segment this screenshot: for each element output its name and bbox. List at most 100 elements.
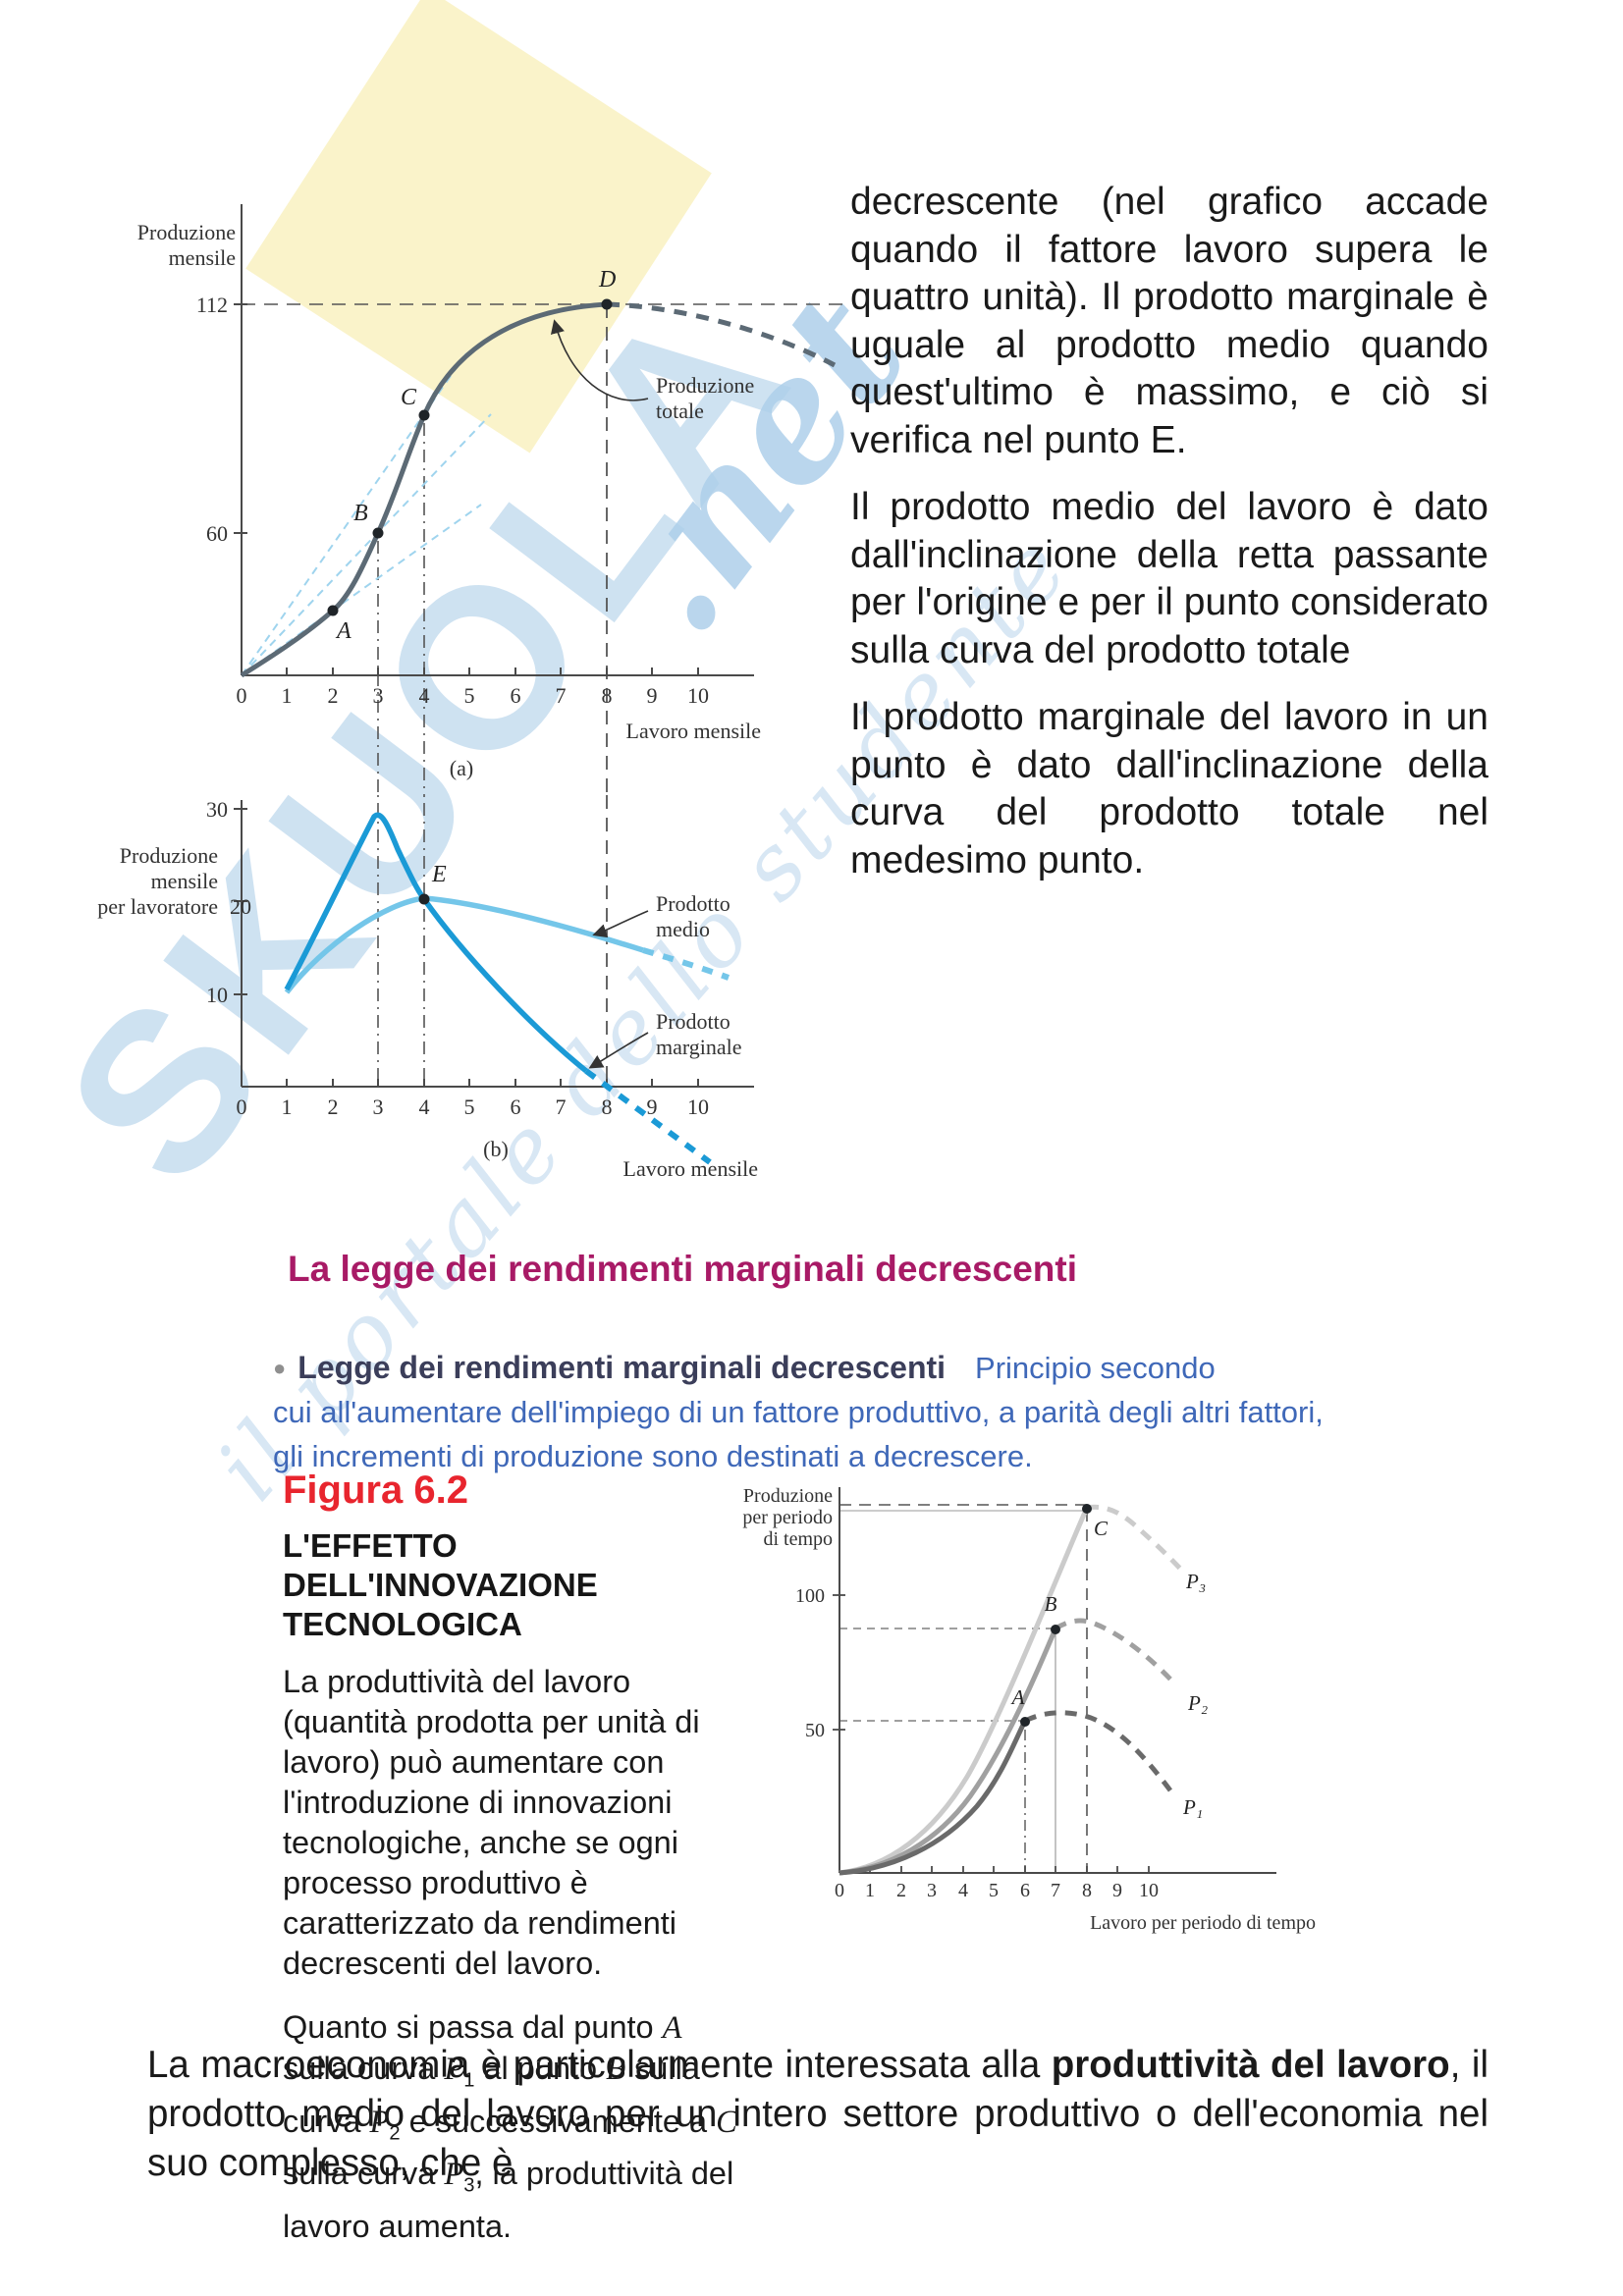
total-product-label-2: totale <box>656 399 704 423</box>
svg-text:4: 4 <box>419 683 430 708</box>
svg-text:8: 8 <box>1082 1880 1092 1901</box>
average-product-label-2: medio <box>656 917 710 941</box>
svg-text:1: 1 <box>282 683 293 708</box>
law-definition: ● Legge dei rendimenti marginali decresce… <box>273 1346 1333 1478</box>
y-axis-label-1: Produzione <box>743 1485 833 1507</box>
y-tick-50: 50 <box>805 1720 825 1741</box>
figure-6-2-caption: Figura 6.2 L'EFFETTO DELL'INNOVAZIONE TE… <box>283 1468 746 2270</box>
marginal-product-label-2: marginale <box>656 1035 742 1059</box>
point-a-label: A <box>1010 1685 1025 1709</box>
svg-text:9: 9 <box>1112 1880 1122 1901</box>
svg-text:9: 9 <box>647 683 658 708</box>
average-product-arrow <box>592 910 649 938</box>
svg-text:3: 3 <box>373 1095 384 1119</box>
definition-lead: Principio secondo <box>975 1351 1216 1385</box>
marginal-product-label-1: Prodotto <box>656 1009 730 1034</box>
x-axis-label: Lavoro mensile <box>623 1156 758 1181</box>
axis-ticks <box>234 808 699 1087</box>
x-axis-label: Lavoro mensile <box>626 719 761 743</box>
svg-text:1: 1 <box>282 1095 293 1119</box>
axis-ticks <box>833 1594 1150 1873</box>
marginal-product-curve-dashed <box>584 1068 712 1165</box>
total-product-label-1: Produzione <box>656 373 754 398</box>
key-term-productivity: produttività del lavoro <box>1051 2043 1450 2086</box>
curve-p1-label: P₁ <box>1182 1795 1203 1819</box>
law-term: Legge dei rendimenti marginali decrescen… <box>298 1350 947 1385</box>
marginal-product-arrow <box>588 1032 649 1069</box>
svg-text:5: 5 <box>464 1095 475 1119</box>
axis-ticks <box>234 303 699 675</box>
section-heading: La legge dei rendimenti marginali decres… <box>288 1249 1077 1289</box>
svg-text:5: 5 <box>464 683 475 708</box>
average-marginal-product-chart: E Prodotto medio Prodotto marginale Prod… <box>97 795 758 1181</box>
y-axis-label-1: Produzione <box>120 843 218 868</box>
svg-text:2: 2 <box>328 1095 339 1119</box>
svg-text:10: 10 <box>687 683 709 708</box>
svg-text:8: 8 <box>602 1095 613 1119</box>
svg-text:7: 7 <box>1051 1880 1060 1901</box>
curve-p1 <box>839 1719 1028 1876</box>
svg-text:3: 3 <box>927 1880 937 1901</box>
y-tick-60: 60 <box>206 521 228 546</box>
svg-text:8: 8 <box>602 683 613 708</box>
svg-text:2: 2 <box>328 683 339 708</box>
svg-text:4: 4 <box>958 1880 968 1901</box>
average-product-curve-dashed <box>642 947 730 981</box>
svg-text:0: 0 <box>237 1095 247 1119</box>
point-e-label: E <box>431 862 447 887</box>
svg-text:1: 1 <box>865 1880 875 1901</box>
point-d-label: D <box>598 267 616 293</box>
average-product-label-1: Prodotto <box>656 891 730 916</box>
curve-p2-dashed <box>1054 1618 1178 1687</box>
y-axis-label-2: per periodo <box>742 1507 833 1528</box>
point-c-label: C <box>1094 1517 1109 1540</box>
y-axis-label-1: Produzione <box>137 220 236 244</box>
svg-text:0: 0 <box>237 683 247 708</box>
y-axis-label-3: per lavoratore <box>97 894 218 919</box>
panel-a-label: (a) <box>450 756 473 780</box>
point-b-label: B <box>1045 1592 1057 1616</box>
curve-p3-dashed <box>1086 1504 1183 1572</box>
svg-text:10: 10 <box>687 1095 709 1119</box>
paragraph-marginal-product: decrescente (nel grafico accade quando i… <box>850 181 1488 461</box>
y-tick-112: 112 <box>196 293 228 317</box>
point-b-label: B <box>353 501 368 526</box>
curve-p2-label: P₂ <box>1187 1691 1208 1715</box>
definition-line3: gli incrementi di produzione sono destin… <box>273 1439 1033 1473</box>
bullet-icon: ● <box>273 1356 287 1380</box>
paragraph-marginal-slope: Il prodotto marginale del lavoro in un p… <box>850 696 1488 881</box>
svg-text:2: 2 <box>896 1880 906 1901</box>
figure-title: L'EFFETTO DELL'INNOVAZIONE TECNOLOGICA <box>283 1527 598 1642</box>
point-a-label: A <box>335 618 352 644</box>
y-axis-label-3: di tempo <box>763 1528 833 1550</box>
total-product-arrow <box>550 319 649 401</box>
y-tick-30: 30 <box>206 797 228 822</box>
svg-text:3: 3 <box>373 683 384 708</box>
curve-p3 <box>839 1506 1090 1876</box>
total-product-chart: Produzione totale A B C D Produzione men… <box>137 204 844 795</box>
figure-label: Figura 6.2 <box>283 1468 468 1512</box>
definition-line2: cui all'aumentare dell'impiego di un fat… <box>273 1395 1324 1429</box>
y-tick-100: 100 <box>795 1585 825 1607</box>
svg-text:9: 9 <box>647 1095 658 1119</box>
paragraph-average-product: Il prodotto medio del lavoro è dato dall… <box>850 486 1488 671</box>
svg-text:5: 5 <box>989 1880 999 1901</box>
svg-text:7: 7 <box>556 1095 567 1119</box>
svg-text:6: 6 <box>1020 1880 1030 1901</box>
y-axis-label-2: mensile <box>151 869 218 893</box>
svg-text:6: 6 <box>511 1095 521 1119</box>
total-product-curve-dashed <box>606 301 837 368</box>
y-axis-label-2: mensile <box>169 245 236 270</box>
curve-p3-label: P₃ <box>1185 1570 1206 1593</box>
svg-text:10: 10 <box>1139 1880 1159 1901</box>
bottom-paragraph: La macroeconomia è particolarmente inter… <box>147 2043 1488 2184</box>
x-axis-label: Lavoro per periodo di tempo <box>1090 1912 1316 1934</box>
marginal-product-curve <box>284 812 588 1074</box>
innovation-effect-chart: A B C P₁ P₂ P₃ Produzione per periodo di… <box>742 1485 1316 1934</box>
svg-text:6: 6 <box>511 683 521 708</box>
figure-paragraph-1: La produttività del lavoro (quantità pro… <box>283 1664 700 1981</box>
